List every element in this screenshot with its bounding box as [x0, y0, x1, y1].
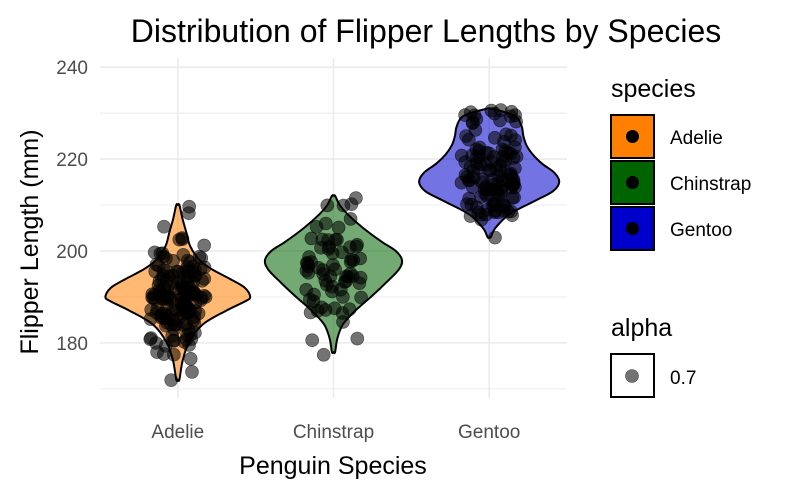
data-point: [178, 298, 193, 313]
data-point: [349, 191, 363, 205]
data-point: [316, 267, 331, 281]
y-axis-ticks: 180 200 220 240: [56, 58, 88, 355]
data-point: [490, 184, 504, 199]
data-point: [172, 232, 187, 247]
points: [143, 103, 524, 388]
data-point: [469, 142, 484, 157]
chart-title: Distribution of Flipper Lengths by Speci…: [131, 13, 722, 49]
data-point: [350, 238, 364, 252]
data-point: [189, 288, 204, 302]
data-point: [318, 303, 333, 317]
data-point: [350, 331, 365, 346]
data-point: [467, 108, 482, 123]
legend-alpha-title: alpha: [611, 314, 672, 342]
legend-alpha-point: [625, 369, 639, 383]
data-point: [503, 109, 518, 124]
data-point: [331, 220, 346, 235]
y-axis-title: Flipper Length (mm): [16, 129, 44, 354]
data-point: [508, 133, 523, 147]
data-point: [474, 207, 489, 222]
legend-point: [626, 176, 639, 189]
data-point: [501, 204, 516, 219]
legend-label: Gentoo: [670, 220, 732, 241]
x-tick-label: Gentoo: [458, 422, 520, 443]
legend-point: [626, 130, 639, 143]
legend-alpha-label: 0.7: [670, 368, 696, 389]
data-point: [316, 347, 331, 362]
y-tick-label: 220: [56, 150, 88, 171]
data-point: [143, 332, 158, 347]
data-point: [454, 148, 469, 163]
data-point: [507, 190, 521, 205]
legend-label: Adelie: [670, 128, 723, 149]
data-point: [305, 333, 320, 348]
data-point: [320, 198, 335, 213]
data-point: [156, 268, 170, 283]
data-point: [160, 292, 175, 306]
data-point: [326, 258, 340, 272]
data-point: [306, 294, 321, 309]
data-point: [185, 259, 200, 274]
data-point: [197, 260, 212, 275]
legend-item-gentoo: Gentoo: [610, 206, 732, 251]
legend: species Adelie Chinstrap Gentoo alpha 0.7: [610, 75, 751, 398]
legend-item-chinstrap: Chinstrap: [610, 160, 751, 205]
data-point: [164, 373, 178, 388]
data-point: [165, 304, 180, 318]
data-point: [150, 345, 164, 359]
data-point: [299, 263, 314, 278]
legend-species-items: Adelie Chinstrap Gentoo: [610, 114, 751, 251]
data-point: [343, 212, 358, 226]
data-point: [344, 252, 359, 267]
y-tick-label: 180: [56, 334, 88, 355]
legend-item-adelie: Adelie: [610, 114, 723, 159]
data-point: [325, 284, 339, 299]
legend-species-title: species: [611, 75, 696, 103]
data-point: [503, 166, 518, 181]
data-point: [484, 103, 499, 118]
data-point: [354, 290, 368, 305]
data-point: [182, 199, 196, 214]
legend-point: [626, 222, 639, 235]
data-point: [180, 273, 195, 288]
data-point: [195, 273, 209, 288]
data-point: [153, 246, 168, 261]
data-point: [157, 219, 171, 234]
data-point: [352, 276, 367, 291]
data-point: [176, 248, 191, 262]
data-point: [459, 129, 473, 143]
data-point: [473, 157, 488, 172]
legend-label: Chinstrap: [670, 174, 751, 195]
legend-alpha-key: 0.7: [610, 353, 696, 398]
x-axis-ticks: Adelie Chinstrap Gentoo: [151, 422, 520, 443]
x-tick-label: Chinstrap: [293, 422, 374, 443]
x-tick-label: Adelie: [151, 422, 204, 443]
data-point: [458, 168, 473, 182]
x-axis-title: Penguin Species: [239, 452, 427, 480]
data-point: [460, 197, 474, 211]
data-point: [302, 250, 316, 264]
data-point: [185, 365, 199, 379]
data-point: [321, 233, 335, 247]
data-point: [187, 315, 202, 330]
data-point: [495, 142, 510, 157]
y-tick-label: 240: [56, 58, 88, 79]
data-point: [183, 351, 198, 366]
data-point: [341, 269, 355, 284]
data-point: [488, 230, 502, 245]
data-point: [165, 329, 179, 343]
y-tick-label: 200: [56, 242, 88, 263]
data-point: [145, 287, 160, 302]
data-point: [197, 238, 211, 253]
data-point: [157, 311, 171, 326]
data-point: [318, 216, 333, 231]
